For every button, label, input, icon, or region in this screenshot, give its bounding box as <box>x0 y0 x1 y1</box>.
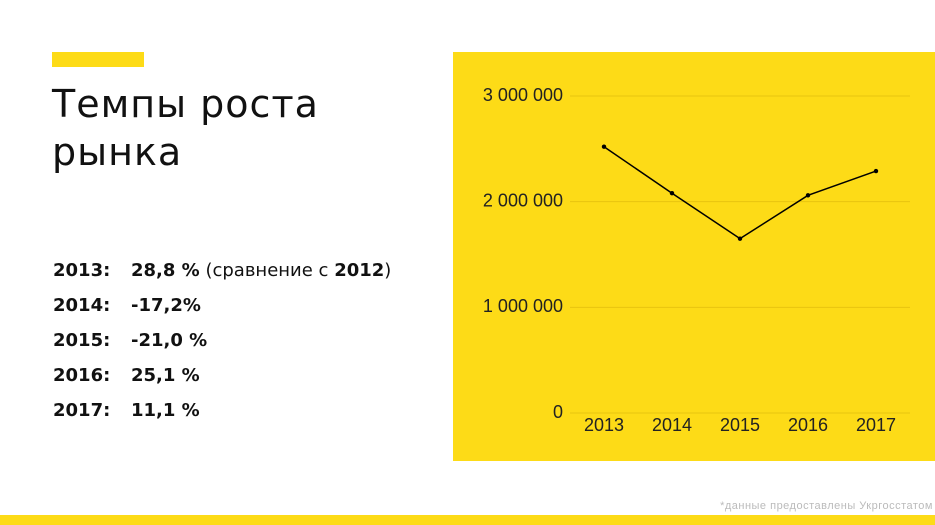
x-tick-label: 2015 <box>720 415 760 435</box>
stat-value: -17,2% <box>131 295 201 316</box>
y-tick-label: 2 000 000 <box>483 190 563 210</box>
y-tick-label: 1 000 000 <box>483 296 563 316</box>
stat-year: 2014: <box>53 295 111 316</box>
stats-list: 2013: 28,8 % (сравнение с 2012) 2014: -17,… <box>53 256 391 431</box>
stat-row: 2015: -21,0 % <box>53 326 391 361</box>
stat-year: 2016: <box>53 365 111 386</box>
stat-note-year: 2012 <box>334 260 385 281</box>
bottom-strip <box>0 515 935 525</box>
x-tick-label: 2014 <box>652 415 692 435</box>
stat-value: -21,0 % <box>131 330 208 351</box>
x-tick-label: 2016 <box>788 415 828 435</box>
point <box>873 168 879 174</box>
point <box>669 191 675 196</box>
stat-row: 2016: 25,1 % <box>53 361 391 396</box>
stat-row: 2013: 28,8 % (сравнение с 2012) <box>53 256 391 291</box>
y-tick-label: 3 000 000 <box>483 85 563 105</box>
chart-panel <box>453 52 935 461</box>
stat-value: 28,8 % <box>131 260 200 281</box>
point <box>805 193 811 198</box>
stat-row: 2014: -17,2% <box>53 291 391 326</box>
accent-bar <box>52 52 144 67</box>
stat-value: 11,1 % <box>131 400 200 421</box>
point <box>737 236 743 241</box>
x-tick-label: 2017 <box>856 415 896 435</box>
slide-title: Темпы роста рынка <box>52 82 319 174</box>
stat-year: 2013: <box>53 260 111 281</box>
stat-value: 25,1 % <box>131 365 200 386</box>
point <box>601 144 607 149</box>
footnote: *данные предоставлены Укргосстатом <box>720 500 933 512</box>
y-tick-label: 0 <box>553 402 563 422</box>
stat-note: ) <box>384 260 392 281</box>
x-tick-label: 2013 <box>584 415 624 435</box>
stat-year: 2015: <box>53 330 111 351</box>
stat-note: (сравнение с <box>205 260 329 281</box>
stat-year: 2017: <box>53 400 111 421</box>
stat-row: 2017: 11,1 % <box>53 396 391 431</box>
